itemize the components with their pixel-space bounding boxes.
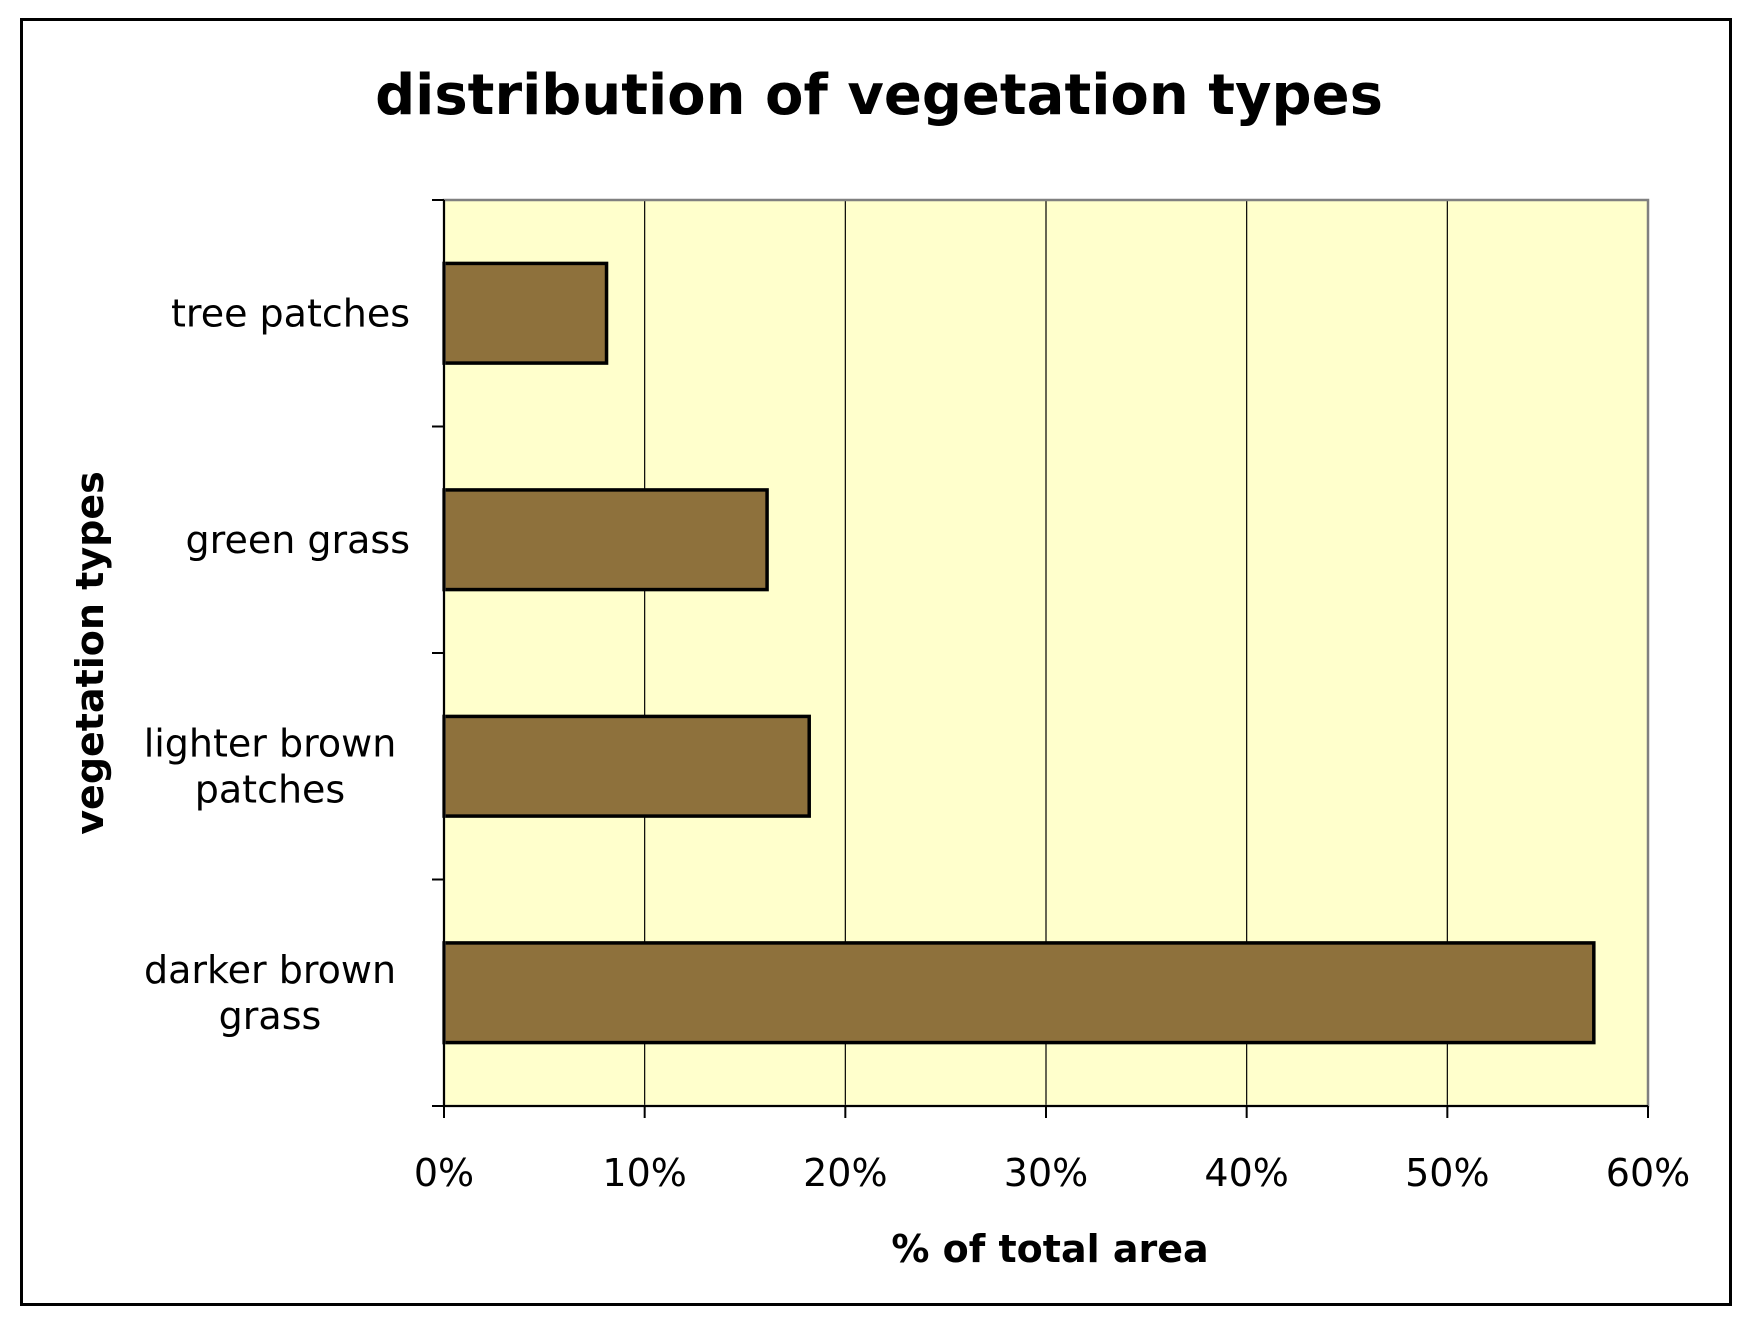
y-tick-label-line: grass bbox=[219, 994, 322, 1038]
y-tick-label: green grass bbox=[186, 518, 410, 562]
x-tick-label: 40% bbox=[1204, 1151, 1288, 1195]
bars bbox=[442, 261, 1596, 1045]
y-tick-label-line: darker brown bbox=[144, 948, 396, 992]
y-axis-title: vegetation types bbox=[68, 471, 112, 834]
y-tick-label-line: tree patches bbox=[171, 291, 410, 335]
x-tick-label: 20% bbox=[803, 1151, 887, 1195]
bar-tree-patches bbox=[442, 261, 609, 365]
x-tick-label: 0% bbox=[414, 1151, 474, 1195]
x-tick-labels: 0% 10% 20% 30% 40% 50% 60% bbox=[414, 1151, 1690, 1195]
y-tick-label-line: green grass bbox=[186, 518, 410, 562]
bar-darker-brown-grass bbox=[442, 941, 1596, 1045]
chart-title: distribution of vegetation types bbox=[375, 63, 1383, 128]
x-tick-label: 30% bbox=[1004, 1151, 1088, 1195]
x-tick-label: 50% bbox=[1405, 1151, 1489, 1195]
y-tick-labels: tree patches green grass lighter brownpatc… bbox=[144, 291, 410, 1038]
bar-green-grass bbox=[442, 488, 769, 592]
x-axis-title: % of total area bbox=[891, 1227, 1208, 1271]
y-tick-label-line: lighter brown bbox=[144, 721, 397, 765]
axes bbox=[432, 199, 1649, 1118]
x-tick-label: 60% bbox=[1606, 1151, 1690, 1195]
y-tick-label-line: patches bbox=[195, 767, 345, 811]
x-tick-label: 10% bbox=[602, 1151, 686, 1195]
y-tick-label: tree patches bbox=[171, 291, 410, 335]
bar-lighter-brown-patches bbox=[442, 714, 811, 818]
